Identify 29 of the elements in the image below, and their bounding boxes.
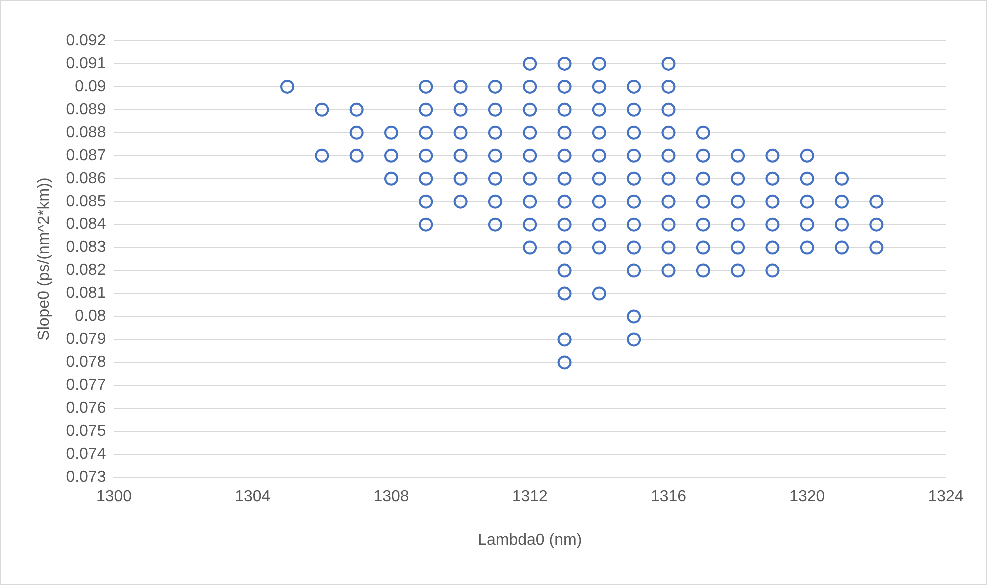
y-tick-label: 0.074 xyxy=(66,446,106,464)
y-tick-label: 0.081 xyxy=(66,285,106,302)
y-tick-label: 0.091 xyxy=(66,55,106,72)
y-tick-label: 0.075 xyxy=(66,423,106,440)
y-tick-label: 0.09 xyxy=(75,78,106,96)
y-tick-label: 0.088 xyxy=(66,124,106,142)
x-tick-label: 1312 xyxy=(512,488,548,506)
x-tick-label: 1304 xyxy=(235,488,271,506)
x-tick-label: 1308 xyxy=(374,488,410,506)
x-axis-title: Lambda0 (nm) xyxy=(478,532,582,549)
y-tick-label: 0.092 xyxy=(66,32,106,50)
y-tick-label: 0.089 xyxy=(66,101,106,118)
y-tick-label: 0.073 xyxy=(66,469,106,486)
y-tick-label: 0.085 xyxy=(66,193,106,210)
y-tick-label: 0.077 xyxy=(66,377,106,394)
y-tick-label: 0.086 xyxy=(66,170,106,188)
y-tick-label: 0.078 xyxy=(66,354,106,372)
x-tick-label: 1324 xyxy=(928,488,964,506)
y-tick-label: 0.083 xyxy=(66,239,106,256)
x-tick-label: 1320 xyxy=(790,488,826,506)
y-tick-label: 0.087 xyxy=(66,147,106,164)
y-tick-label: 0.084 xyxy=(66,216,106,234)
x-tick-label: 1300 xyxy=(96,488,132,506)
y-tick-label: 0.08 xyxy=(75,308,106,326)
y-tick-label: 0.076 xyxy=(66,400,106,418)
y-tick-label: 0.079 xyxy=(66,331,106,348)
y-axis-title: Slope0 (ps/(nm^2*km)) xyxy=(36,178,54,341)
x-tick-label: 1316 xyxy=(650,488,687,506)
y-tick-label: 0.082 xyxy=(66,262,106,280)
